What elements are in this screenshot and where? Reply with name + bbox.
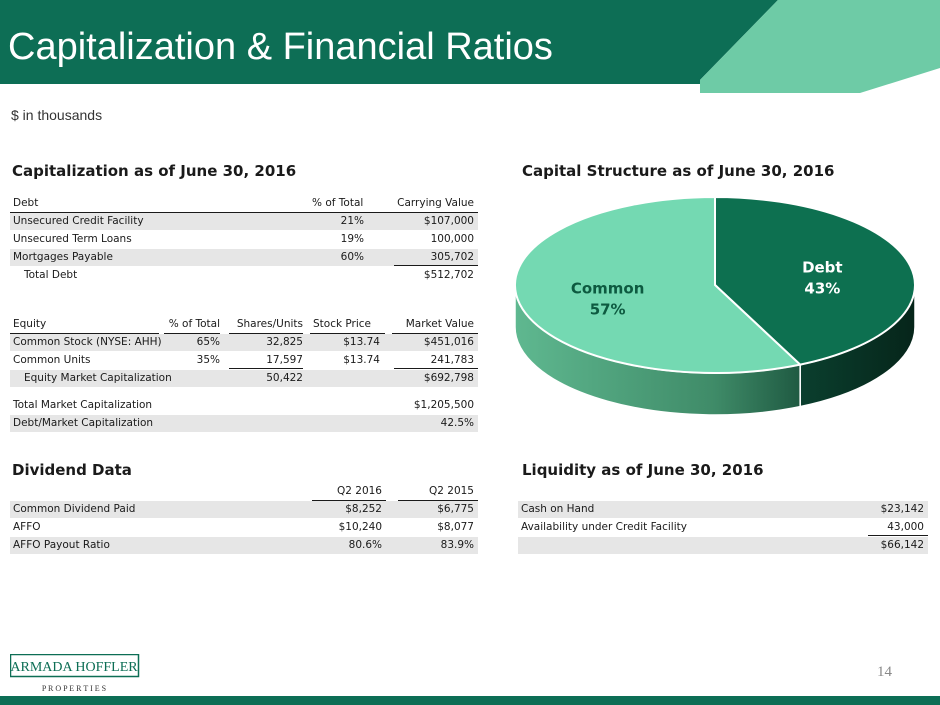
row-value: 305,702: [394, 249, 478, 266]
equity-header-pct: % of Total: [164, 316, 220, 334]
header-q2-2016: Q2 2016: [312, 483, 386, 501]
row-q2-2016: 80.6%: [348, 539, 382, 551]
row-value: $692,798: [423, 372, 474, 384]
debt-header-pct: % of Total: [312, 197, 364, 209]
row-value: $66,142: [880, 539, 924, 551]
header-q2-2015: Q2 2015: [398, 483, 478, 501]
row-value: $23,142: [880, 503, 924, 515]
row-label: Common Units: [13, 354, 91, 366]
table-row: Availability under Credit Facility 43,00…: [518, 519, 928, 536]
row-label: AFFO Payout Ratio: [13, 539, 110, 551]
debt-header-value: Carrying Value: [397, 197, 474, 209]
pie-slice-common: [514, 195, 803, 374]
capital-structure-pie-chart: Debt 43% Common 57%: [514, 195, 916, 416]
equity-header-label: Equity: [10, 316, 159, 334]
row-q2-2015: $6,775: [437, 503, 474, 515]
row-value: 100,000: [430, 233, 474, 245]
row-shares: 32,825: [266, 336, 303, 348]
capitalization-title: Capitalization as of June 30, 2016: [12, 162, 297, 180]
row-price: $13.74: [343, 354, 380, 366]
armada-hoffler-logo: ARMADA HOFFLER P R O P E R T I E S: [10, 654, 140, 693]
table-row: Common Stock (NYSE: AHH) 65% 32,825 $13.…: [10, 334, 478, 351]
liquidity-total-row: $66,142: [518, 537, 928, 554]
row-label: Mortgages Payable: [13, 251, 113, 263]
equity-total-row: Equity Market Capitalization 50,422 $692…: [10, 370, 478, 387]
row-label: Debt/Market Capitalization: [13, 417, 154, 429]
row-label: Unsecured Credit Facility: [13, 215, 144, 227]
debt-header-label: Debt: [13, 197, 39, 209]
row-label: Unsecured Term Loans: [13, 233, 132, 245]
row-label: Total Market Capitalization: [13, 399, 153, 411]
page-title: Capitalization & Financial Ratios: [8, 26, 553, 68]
row-pct: 60%: [340, 251, 364, 263]
row-label: Availability under Credit Facility: [521, 521, 687, 533]
row-shares: 50,422: [266, 372, 303, 384]
row-value: 241,783: [394, 352, 478, 369]
debt-header-row: Debt % of Total Carrying Value: [10, 195, 478, 213]
table-row: AFFO Payout Ratio 80.6% 83.9%: [10, 537, 478, 554]
row-q2-2016: $8,252: [345, 503, 382, 515]
row-value: $1,205,500: [413, 399, 474, 411]
row-label: Common Stock (NYSE: AHH): [13, 336, 162, 348]
dividend-header-row: Q2 2016 Q2 2015: [10, 483, 478, 501]
pie-label-value: 57%: [590, 301, 626, 319]
liquidity-title: Liquidity as of June 30, 2016: [522, 461, 764, 479]
liquidity-table: Cash on Hand $23,142 Availability under …: [518, 501, 928, 554]
equity-header-price: Stock Price: [310, 316, 385, 334]
row-q2-2016: $10,240: [338, 521, 382, 533]
row-value: 43,000: [868, 519, 928, 536]
pie-label-category: Common: [571, 280, 645, 298]
row-pct: 19%: [340, 233, 364, 245]
dividend-table: Q2 2016 Q2 2015 Common Dividend Paid $8,…: [10, 483, 478, 554]
table-row: Unsecured Term Loans 19% 100,000: [10, 231, 478, 248]
total-debt-row: Total Debt $512,702: [10, 267, 478, 284]
table-row: Common Units 35% 17,597 $13.74 241,783: [10, 352, 478, 369]
row-price: $13.74: [343, 336, 380, 348]
row-label: Cash on Hand: [521, 503, 595, 515]
row-label: Common Dividend Paid: [13, 503, 136, 515]
row-label: Total Debt: [24, 269, 78, 281]
row-value: $107,000: [423, 215, 474, 227]
footer-bar: [0, 696, 940, 705]
logo-main-text: ARMADA HOFFLER: [10, 660, 138, 675]
table-row: Unsecured Credit Facility 21% $107,000: [10, 213, 478, 230]
row-label: Equity Market Capitalization: [24, 372, 172, 384]
table-row: AFFO $10,240 $8,077: [10, 519, 478, 536]
equity-header-value: Market Value: [392, 316, 478, 334]
equity-header-row: Equity % of Total Shares/Units Stock Pri…: [10, 316, 478, 334]
row-pct: 35%: [196, 354, 220, 366]
debt-ratio-row: Debt/Market Capitalization 42.5%: [10, 415, 478, 432]
row-value: 42.5%: [440, 417, 474, 429]
row-value: $451,016: [423, 336, 474, 348]
row-label: AFFO: [13, 521, 41, 533]
total-market-cap-row: Total Market Capitalization $1,205,500: [10, 397, 478, 414]
equity-header-shares: Shares/Units: [229, 316, 303, 334]
table-row: Mortgages Payable 60% 305,702: [10, 249, 478, 266]
row-shares: 17,597: [229, 352, 303, 369]
page-number: 14: [877, 664, 892, 680]
row-q2-2015: 83.9%: [440, 539, 474, 551]
logo-sub-text: P R O P E R T I E S: [42, 684, 106, 693]
pie-label-value: 43%: [804, 279, 840, 297]
pie-slice-debt: [714, 195, 916, 366]
row-pct: 21%: [340, 215, 364, 227]
table-row: Common Dividend Paid $8,252 $6,775: [10, 501, 478, 518]
header-banner: [0, 0, 940, 93]
capitalization-table: Debt % of Total Carrying Value Unsecured…: [10, 195, 478, 440]
row-value: $512,702: [423, 269, 474, 281]
capital-structure-title: Capital Structure as of June 30, 2016: [522, 162, 835, 180]
table-row: Cash on Hand $23,142: [518, 501, 928, 518]
row-pct: 65%: [196, 336, 220, 348]
dividend-title: Dividend Data: [12, 461, 132, 479]
units-note: $ in thousands: [11, 107, 103, 123]
pie-label-category: Debt: [802, 258, 843, 276]
row-q2-2015: $8,077: [437, 521, 474, 533]
